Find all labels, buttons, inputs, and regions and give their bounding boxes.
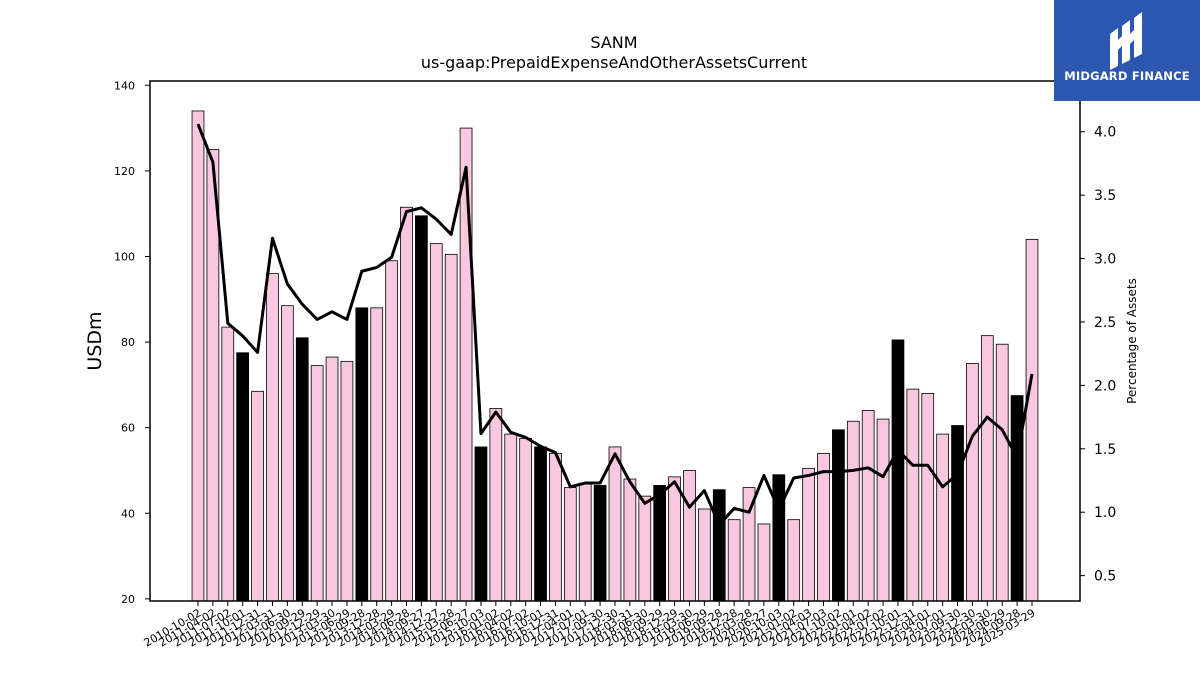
midgard-logo-icon — [1110, 12, 1142, 70]
logo-text: MIDGARD FINANCE — [1064, 69, 1190, 83]
bar — [891, 339, 905, 602]
bar — [325, 356, 339, 602]
bar — [474, 446, 488, 602]
bar — [817, 452, 830, 602]
bar — [355, 307, 369, 602]
y-axis-left: 20 40 60 80 100 120 140 — [114, 79, 150, 606]
bar — [876, 418, 890, 602]
y-tick-label-left: 100 — [114, 250, 135, 263]
bar — [846, 420, 860, 602]
bar — [251, 390, 264, 602]
bar — [683, 470, 696, 602]
bar — [638, 495, 652, 602]
bar — [980, 335, 994, 602]
bar — [221, 326, 235, 602]
bar — [504, 433, 518, 602]
bar — [370, 307, 384, 602]
bar — [385, 260, 398, 602]
bar — [623, 478, 637, 602]
bar — [236, 352, 250, 602]
bar — [549, 452, 562, 602]
y-tick-label-left: 80 — [121, 336, 135, 349]
bar — [578, 482, 592, 602]
bar — [861, 410, 875, 602]
y-axis-label-left: USDm — [84, 311, 106, 370]
y-tick-label-right: 2.0 — [1094, 378, 1116, 394]
y-tick-label-left: 60 — [121, 422, 135, 435]
y-tick-label-left: 120 — [114, 165, 135, 178]
bar — [519, 437, 533, 602]
bar — [459, 127, 473, 602]
bar — [727, 519, 741, 602]
x-axis: 2010-10-022011-04-022011-07-022011-10-01… — [142, 601, 1038, 650]
bar — [563, 487, 577, 602]
bar — [787, 519, 801, 602]
y-axis-right: 0.5 1.0 1.5 2.0 2.5 3.0 3.5 4.0 — [1080, 125, 1116, 585]
bar — [712, 489, 726, 602]
y-tick-label-left: 20 — [121, 593, 135, 606]
bar — [429, 243, 443, 602]
y-tick-label-right: 1.0 — [1094, 505, 1116, 521]
bar — [936, 433, 950, 602]
bar — [400, 206, 413, 602]
bar — [310, 365, 324, 602]
bar — [1025, 238, 1039, 602]
bar — [191, 110, 205, 602]
y-tick-label-right: 1.5 — [1094, 442, 1116, 458]
y-tick-label-right: 4.0 — [1094, 125, 1116, 141]
bar — [995, 343, 1009, 602]
chart-subtitle: us-gaap:PrepaidExpenseAndOtherAssetsCurr… — [421, 53, 807, 72]
bar — [280, 305, 294, 602]
bars-layer — [191, 110, 1039, 602]
y-axis-label-right: Percentage of Assets — [1125, 278, 1139, 404]
chart-title: SANM — [590, 33, 637, 52]
bar — [951, 425, 964, 602]
bar — [608, 446, 622, 602]
y-tick-label-right: 0.5 — [1094, 569, 1116, 585]
bar — [295, 337, 309, 602]
y-tick-label-right: 3.5 — [1094, 188, 1116, 204]
bar — [906, 388, 920, 602]
percentage-line — [196, 123, 1034, 527]
y-tick-label-left: 140 — [114, 79, 135, 92]
bar — [534, 446, 547, 602]
brand-logo: MIDGARD FINANCE — [1054, 0, 1200, 101]
y-tick-label-right: 2.5 — [1094, 315, 1116, 331]
bar — [921, 393, 935, 602]
bar — [653, 485, 667, 602]
y-tick-label-left: 40 — [121, 507, 135, 520]
bar — [593, 485, 607, 602]
bar — [757, 523, 771, 602]
bar — [340, 360, 354, 602]
bar — [832, 429, 845, 602]
bar — [698, 508, 711, 602]
bar — [966, 363, 979, 602]
bar — [772, 474, 786, 602]
bar — [266, 273, 279, 602]
bar — [802, 467, 815, 602]
bar — [444, 253, 458, 602]
bar — [415, 215, 428, 602]
y-tick-label-right: 3.0 — [1094, 252, 1116, 268]
bar — [668, 476, 681, 602]
bar — [489, 408, 503, 602]
